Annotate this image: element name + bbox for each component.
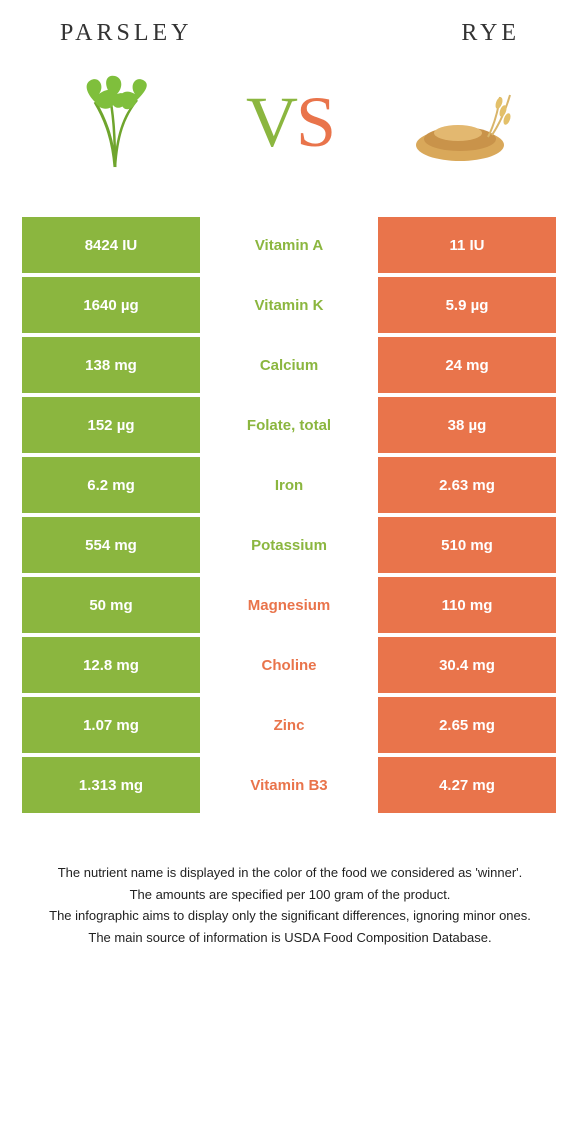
left-value: 1.313 mg [22,757,200,813]
table-row: 1640 µgVitamin K5.9 µg [22,277,558,333]
nutrient-name: Zinc [200,697,378,753]
table-row: 138 mgCalcium24 mg [22,337,558,393]
footnote-line: The main source of information is USDA F… [30,928,550,948]
nutrient-name: Magnesium [200,577,378,633]
right-value: 2.63 mg [378,457,556,513]
right-value: 30.4 mg [378,637,556,693]
left-value: 6.2 mg [22,457,200,513]
footnote-line: The infographic aims to display only the… [30,906,550,926]
nutrient-name: Vitamin B3 [200,757,378,813]
nutrient-name: Potassium [200,517,378,573]
table-row: 1.313 mgVitamin B34.27 mg [22,757,558,813]
right-food-title: Rye [461,20,520,47]
rye-icon [410,67,520,177]
header: Parsley Rye [0,20,580,47]
left-value: 8424 IU [22,217,200,273]
nutrient-name: Choline [200,637,378,693]
table-row: 152 µgFolate, total38 µg [22,397,558,453]
right-value: 38 µg [378,397,556,453]
right-value: 2.65 mg [378,697,556,753]
vs-s-char: S [296,82,334,162]
vs-v-char: V [246,82,296,162]
table-row: 8424 IUVitamin A11 IU [22,217,558,273]
nutrient-name: Vitamin K [200,277,378,333]
left-value: 1640 µg [22,277,200,333]
nutrient-name: Folate, total [200,397,378,453]
right-value: 510 mg [378,517,556,573]
footnote-line: The nutrient name is displayed in the co… [30,863,550,883]
right-value: 4.27 mg [378,757,556,813]
vs-label: VS [246,81,334,164]
left-value: 138 mg [22,337,200,393]
nutrient-name: Vitamin A [200,217,378,273]
nutrient-name: Calcium [200,337,378,393]
table-row: 6.2 mgIron2.63 mg [22,457,558,513]
parsley-icon [60,67,170,177]
right-value: 11 IU [378,217,556,273]
table-row: 12.8 mgCholine30.4 mg [22,637,558,693]
left-value: 50 mg [22,577,200,633]
right-value: 5.9 µg [378,277,556,333]
left-value: 1.07 mg [22,697,200,753]
left-value: 12.8 mg [22,637,200,693]
left-food-title: Parsley [60,20,192,47]
table-row: 554 mgPotassium510 mg [22,517,558,573]
left-value: 152 µg [22,397,200,453]
nutrient-name: Iron [200,457,378,513]
right-value: 110 mg [378,577,556,633]
nutrient-table: 8424 IUVitamin A11 IU1640 µgVitamin K5.9… [22,217,558,813]
table-row: 50 mgMagnesium110 mg [22,577,558,633]
vs-row: VS [0,47,580,217]
footnotes: The nutrient name is displayed in the co… [30,863,550,947]
table-row: 1.07 mgZinc2.65 mg [22,697,558,753]
left-value: 554 mg [22,517,200,573]
footnote-line: The amounts are specified per 100 gram o… [30,885,550,905]
right-value: 24 mg [378,337,556,393]
comparison-infographic: Parsley Rye VS [0,0,580,989]
